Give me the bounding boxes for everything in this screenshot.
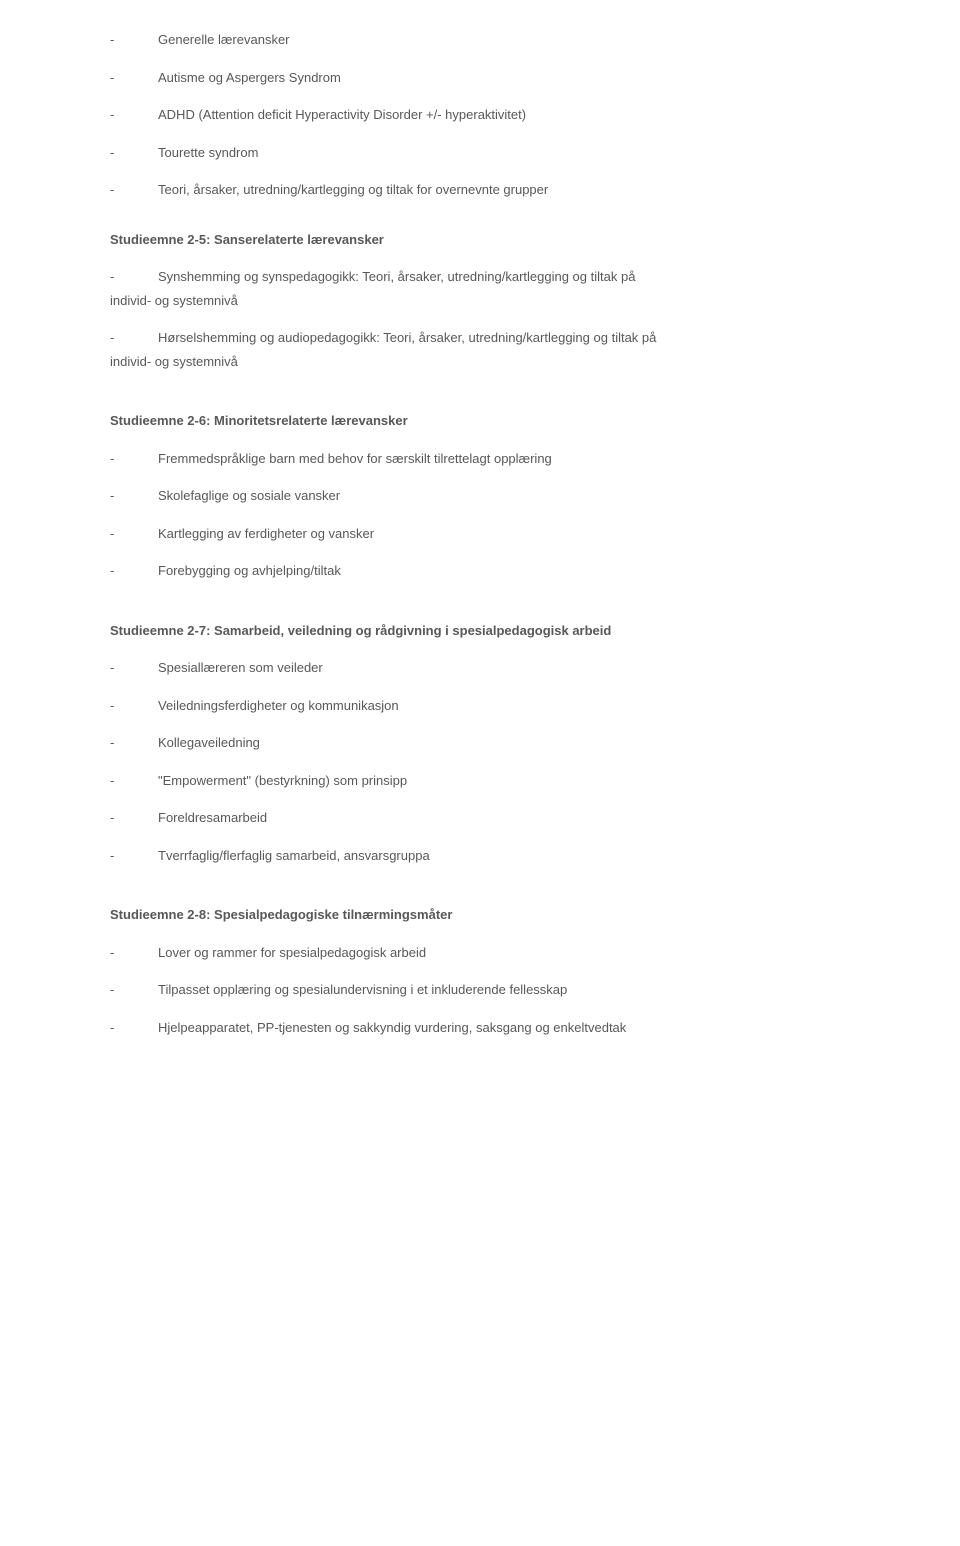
- bullet: -: [110, 696, 158, 716]
- list-item: - Kartlegging av ferdigheter og vansker: [110, 524, 850, 544]
- list-item: - Tverrfaglig/flerfaglig samarbeid, ansv…: [110, 846, 850, 866]
- list-item: - Generelle lærevansker: [110, 30, 850, 50]
- list-item: - ADHD (Attention deficit Hyperactivity …: [110, 105, 850, 125]
- list-text: Spesiallæreren som veileder: [158, 658, 850, 678]
- bullet: -: [110, 561, 158, 581]
- list-item: - Hørselshemming og audiopedagogikk: Teo…: [110, 328, 850, 348]
- list-continuation: individ- og systemnivå: [110, 352, 850, 372]
- list-text: Kollegaveiledning: [158, 733, 850, 753]
- list-item: - Foreldresamarbeid: [110, 808, 850, 828]
- bullet: -: [110, 524, 158, 544]
- list-text: Fremmedspråklige barn med behov for særs…: [158, 449, 850, 469]
- list-text: Generelle lærevansker: [158, 30, 850, 50]
- section-heading-25: Studieemne 2-5: Sanserelaterte lærevansk…: [110, 230, 850, 250]
- list-text: Veiledningsferdigheter og kommunikasjon: [158, 696, 850, 716]
- list-item: - Kollegaveiledning: [110, 733, 850, 753]
- list-text: Hjelpeapparatet, PP-tjenesten og sakkynd…: [158, 1018, 850, 1038]
- list-item: - "Empowerment" (bestyrkning) som prinsi…: [110, 771, 850, 791]
- bullet: -: [110, 267, 158, 287]
- bullet: -: [110, 328, 158, 348]
- list-text: Foreldresamarbeid: [158, 808, 850, 828]
- bullet: -: [110, 658, 158, 678]
- list-item: - Forebygging og avhjelping/tiltak: [110, 561, 850, 581]
- list-text: Synshemming og synspedagogikk: Teori, år…: [158, 267, 850, 287]
- bullet: -: [110, 846, 158, 866]
- list-item: - Autisme og Aspergers Syndrom: [110, 68, 850, 88]
- list-text: Hørselshemming og audiopedagogikk: Teori…: [158, 328, 850, 348]
- bullet: -: [110, 733, 158, 753]
- bullet: -: [110, 143, 158, 163]
- list-continuation: individ- og systemnivå: [110, 291, 850, 311]
- bullet: -: [110, 1018, 158, 1038]
- list-item: - Spesiallæreren som veileder: [110, 658, 850, 678]
- bullet: -: [110, 943, 158, 963]
- list-text: "Empowerment" (bestyrkning) som prinsipp: [158, 771, 850, 791]
- section-heading-26: Studieemne 2-6: Minoritetsrelaterte lære…: [110, 411, 850, 431]
- list-item: - Veiledningsferdigheter og kommunikasjo…: [110, 696, 850, 716]
- list-item: - Synshemming og synspedagogikk: Teori, …: [110, 267, 850, 287]
- section-heading-27: Studieemne 2-7: Samarbeid, veiledning og…: [110, 621, 850, 641]
- list-item: - Lover og rammer for spesialpedagogisk …: [110, 943, 850, 963]
- bullet: -: [110, 449, 158, 469]
- list-item: - Tilpasset opplæring og spesialundervis…: [110, 980, 850, 1000]
- list-text: Lover og rammer for spesialpedagogisk ar…: [158, 943, 850, 963]
- list-text: Skolefaglige og sosiale vansker: [158, 486, 850, 506]
- list-text: ADHD (Attention deficit Hyperactivity Di…: [158, 105, 850, 125]
- list-text: Autisme og Aspergers Syndrom: [158, 68, 850, 88]
- bullet: -: [110, 30, 158, 50]
- list-text: Tourette syndrom: [158, 143, 850, 163]
- list-item: - Teori, årsaker, utredning/kartlegging …: [110, 180, 850, 200]
- list-item: - Fremmedspråklige barn med behov for sæ…: [110, 449, 850, 469]
- bullet: -: [110, 68, 158, 88]
- section-heading-28: Studieemne 2-8: Spesialpedagogiske tilnæ…: [110, 905, 850, 925]
- list-text: Teori, årsaker, utredning/kartlegging og…: [158, 180, 850, 200]
- list-text: Tilpasset opplæring og spesialundervisni…: [158, 980, 850, 1000]
- list-text: Forebygging og avhjelping/tiltak: [158, 561, 850, 581]
- list-text: Kartlegging av ferdigheter og vansker: [158, 524, 850, 544]
- bullet: -: [110, 980, 158, 1000]
- bullet: -: [110, 486, 158, 506]
- list-item: - Hjelpeapparatet, PP-tjenesten og sakky…: [110, 1018, 850, 1038]
- list-text: Tverrfaglig/flerfaglig samarbeid, ansvar…: [158, 846, 850, 866]
- list-item: - Tourette syndrom: [110, 143, 850, 163]
- list-item: - Skolefaglige og sosiale vansker: [110, 486, 850, 506]
- bullet: -: [110, 771, 158, 791]
- bullet: -: [110, 105, 158, 125]
- bullet: -: [110, 180, 158, 200]
- bullet: -: [110, 808, 158, 828]
